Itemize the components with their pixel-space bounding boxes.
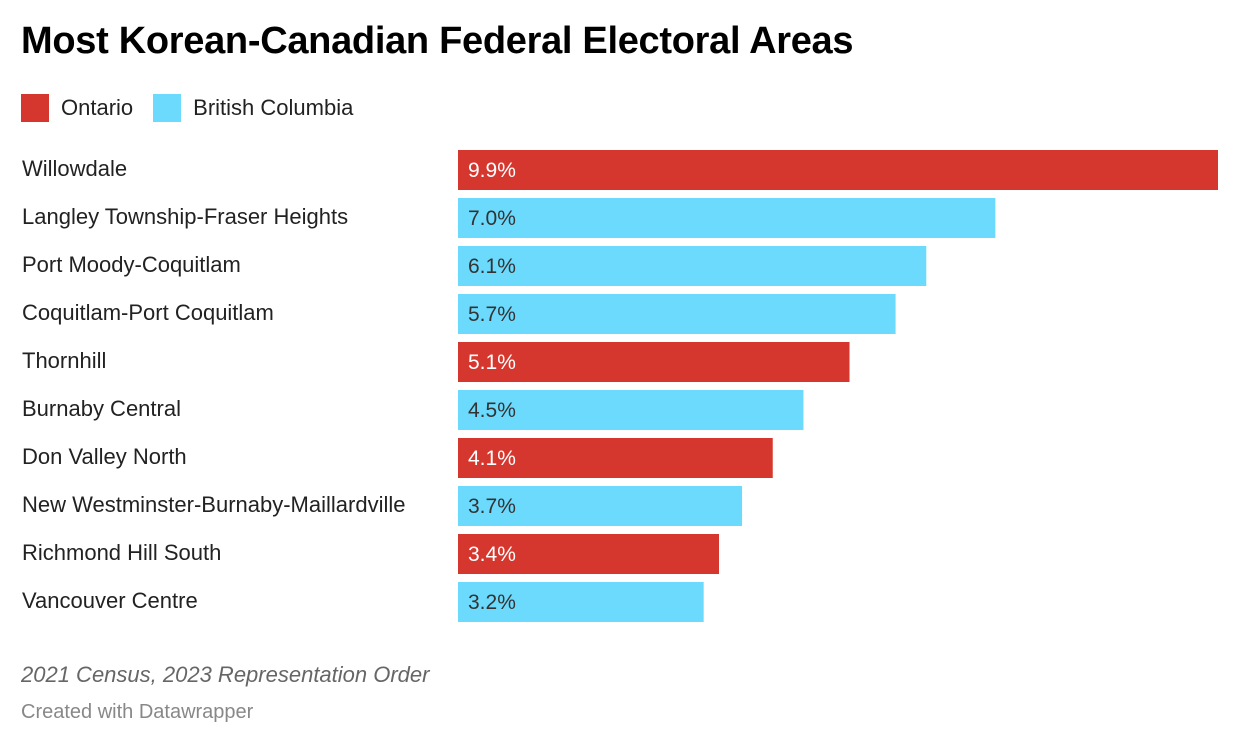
category-label: Coquitlam-Port Coquitlam [22, 300, 274, 325]
legend-label-british-columbia: British Columbia [193, 95, 354, 120]
bar [458, 438, 773, 478]
chart-notes: 2021 Census, 2023 Representation Order [21, 662, 430, 687]
category-label: Port Moody-Coquitlam [22, 252, 241, 277]
legend-label-ontario: Ontario [61, 95, 134, 120]
category-label: New Westminster-Burnaby-Maillardville [22, 492, 405, 517]
legend: Ontario British Columbia [21, 94, 373, 122]
bar-row: Richmond Hill South 3.4% [22, 534, 720, 574]
bar-row: New Westminster-Burnaby-Maillardville 3.7… [22, 486, 743, 526]
category-label: Langley Township-Fraser Heights [22, 204, 348, 229]
chart-title: Most Korean-Canadian Federal Electoral A… [21, 20, 854, 62]
bar-row: Burnaby Central 4.5% [22, 390, 804, 430]
legend-swatch-ontario [21, 94, 49, 122]
value-label: 3.4% [468, 543, 516, 566]
chart-credit: Created with Datawrapper [21, 701, 254, 723]
category-label: Richmond Hill South [22, 540, 221, 565]
category-label: Willowdale [22, 156, 127, 181]
value-label: 5.7% [468, 303, 516, 326]
category-label: Don Valley North [22, 444, 187, 469]
value-label: 4.5% [468, 399, 516, 422]
bar-row: Port Moody-Coquitlam 6.1% [22, 246, 927, 286]
category-label: Thornhill [22, 348, 106, 373]
value-label: 9.9% [468, 159, 516, 182]
bar-row: Willowdale 9.9% [22, 150, 1218, 190]
value-label: 6.1% [468, 255, 516, 278]
bar [458, 246, 927, 286]
bar [458, 150, 1218, 190]
bar-row: Thornhill 5.1% [22, 342, 850, 382]
bar-row: Langley Township-Fraser Heights 7.0% [22, 198, 996, 238]
category-label: Burnaby Central [22, 396, 181, 421]
value-label: 7.0% [468, 207, 516, 230]
bar [458, 198, 996, 238]
value-label: 3.2% [468, 591, 516, 614]
bar [458, 294, 896, 334]
value-label: 3.7% [468, 495, 516, 518]
bar-row: Vancouver Centre 3.2% [22, 582, 704, 622]
bar [458, 534, 720, 574]
value-label: 4.1% [468, 447, 516, 470]
legend-item-ontario: Ontario [21, 94, 133, 122]
legend-swatch-british-columbia [153, 94, 182, 122]
bar-row: Don Valley North 4.1% [22, 438, 773, 478]
bar [458, 582, 704, 622]
legend-item-british-columbia: British Columbia [153, 94, 353, 122]
category-label: Vancouver Centre [22, 588, 198, 613]
bar [458, 486, 743, 526]
bar [458, 390, 804, 430]
bar-row: Coquitlam-Port Coquitlam 5.7% [22, 294, 896, 334]
bar [458, 342, 850, 382]
value-label: 5.1% [468, 351, 516, 374]
